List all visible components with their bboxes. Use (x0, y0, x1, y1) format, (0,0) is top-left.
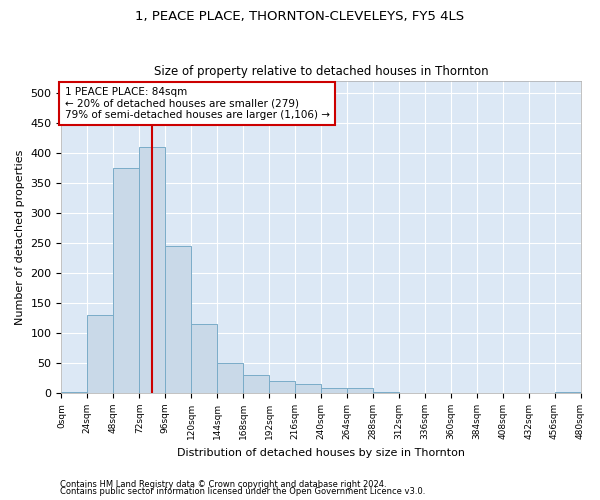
Bar (243, 375, 269, 393)
Text: 1 PEACE PLACE: 84sqm
← 20% of detached houses are smaller (279)
79% of semi-deta: 1 PEACE PLACE: 84sqm ← 20% of detached h… (65, 87, 329, 120)
Bar (61, 392, 88, 393)
Bar (217, 363, 243, 393)
Bar (88, 315, 113, 393)
Title: Size of property relative to detached houses in Thornton: Size of property relative to detached ho… (154, 66, 488, 78)
Bar (165, 246, 191, 393)
Text: Contains public sector information licensed under the Open Government Licence v3: Contains public sector information licen… (60, 487, 425, 496)
Y-axis label: Number of detached properties: Number of detached properties (15, 150, 25, 325)
Bar (191, 324, 217, 393)
Bar (269, 381, 295, 393)
Bar (321, 388, 347, 393)
Bar (295, 384, 321, 393)
Bar (139, 147, 165, 393)
Bar (554, 392, 581, 393)
Bar (113, 168, 139, 393)
Text: 1, PEACE PLACE, THORNTON-CLEVELEYS, FY5 4LS: 1, PEACE PLACE, THORNTON-CLEVELEYS, FY5 … (136, 10, 464, 23)
X-axis label: Distribution of detached houses by size in Thornton: Distribution of detached houses by size … (177, 448, 465, 458)
Bar (347, 388, 373, 393)
Text: Contains HM Land Registry data © Crown copyright and database right 2024.: Contains HM Land Registry data © Crown c… (60, 480, 386, 489)
Bar (373, 392, 399, 393)
